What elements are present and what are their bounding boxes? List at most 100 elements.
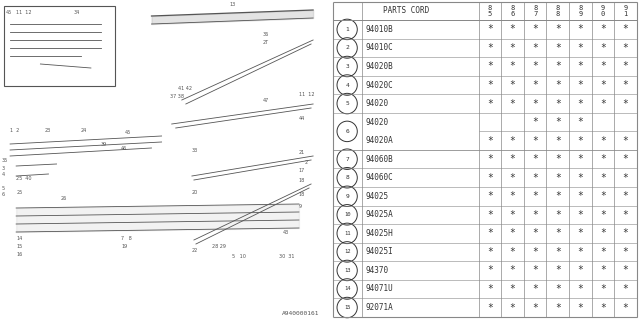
Text: *: *: [600, 191, 606, 201]
Text: 8
7: 8 7: [533, 5, 538, 17]
Text: *: *: [509, 136, 515, 146]
Text: *: *: [600, 61, 606, 71]
Text: *: *: [509, 173, 515, 183]
Text: *: *: [487, 191, 493, 201]
Text: 94370: 94370: [365, 266, 388, 275]
Text: 94025H: 94025H: [365, 229, 393, 238]
Text: *: *: [577, 24, 583, 35]
Text: *: *: [555, 136, 561, 146]
Text: 15: 15: [16, 244, 22, 249]
Text: 7   8: 7 8: [121, 236, 132, 241]
Text: *: *: [600, 99, 606, 108]
Text: 34: 34: [74, 10, 80, 15]
Text: *: *: [532, 43, 538, 53]
Text: 25: 25: [16, 190, 22, 195]
Text: 5: 5: [2, 186, 5, 191]
Text: 2: 2: [305, 160, 308, 165]
Text: 16: 16: [16, 252, 22, 257]
Text: *: *: [555, 191, 561, 201]
Text: *: *: [623, 154, 628, 164]
Text: *: *: [487, 210, 493, 220]
Text: *: *: [577, 154, 583, 164]
Text: 47: 47: [262, 98, 269, 103]
Text: 43: 43: [283, 230, 289, 235]
Text: *: *: [555, 302, 561, 313]
Text: 94010C: 94010C: [365, 44, 393, 52]
Text: 94071U: 94071U: [365, 284, 393, 293]
Text: *: *: [509, 154, 515, 164]
Text: *: *: [532, 247, 538, 257]
Text: *: *: [600, 24, 606, 35]
Text: 8: 8: [345, 175, 349, 180]
Text: 94025A: 94025A: [365, 210, 393, 219]
Text: 36: 36: [262, 32, 269, 37]
Text: *: *: [555, 284, 561, 294]
Text: *: *: [532, 80, 538, 90]
Text: *: *: [487, 136, 493, 146]
Text: 20: 20: [192, 190, 198, 195]
Text: *: *: [487, 61, 493, 71]
Text: 18: 18: [299, 178, 305, 183]
Text: *: *: [577, 266, 583, 276]
Text: *: *: [487, 302, 493, 313]
Text: *: *: [555, 173, 561, 183]
Text: *: *: [623, 284, 628, 294]
Text: *: *: [509, 210, 515, 220]
Text: 8
5: 8 5: [488, 5, 492, 17]
Text: *: *: [509, 99, 515, 108]
Text: 12: 12: [344, 249, 351, 254]
Text: 44: 44: [299, 116, 305, 121]
Text: 11: 11: [344, 231, 351, 236]
Text: 35: 35: [2, 158, 8, 163]
Text: 8
9: 8 9: [578, 5, 582, 17]
Text: *: *: [487, 99, 493, 108]
Text: 23: 23: [44, 128, 51, 133]
Text: *: *: [555, 266, 561, 276]
Text: 25  40: 25 40: [16, 176, 31, 181]
Text: *: *: [600, 210, 606, 220]
Text: *: *: [577, 61, 583, 71]
Text: 3: 3: [2, 166, 5, 171]
Text: 45: 45: [6, 10, 12, 15]
Text: *: *: [555, 210, 561, 220]
Text: 3: 3: [345, 64, 349, 69]
Text: 94020B: 94020B: [365, 62, 393, 71]
Text: *: *: [487, 43, 493, 53]
Text: *: *: [600, 284, 606, 294]
Text: *: *: [555, 24, 561, 35]
Text: *: *: [555, 99, 561, 108]
Text: *: *: [600, 302, 606, 313]
Text: 13: 13: [229, 2, 236, 7]
Text: *: *: [577, 80, 583, 90]
Text: *: *: [577, 117, 583, 127]
Text: 9: 9: [299, 204, 302, 209]
Text: *: *: [600, 173, 606, 183]
Text: *: *: [623, 80, 628, 90]
Text: *: *: [623, 302, 628, 313]
Text: *: *: [577, 99, 583, 108]
Text: 28 29: 28 29: [212, 244, 226, 249]
Text: 4: 4: [2, 172, 5, 177]
Text: *: *: [577, 284, 583, 294]
Text: *: *: [555, 247, 561, 257]
Text: *: *: [509, 266, 515, 276]
Text: 30  31: 30 31: [279, 254, 294, 259]
Text: 41 42: 41 42: [178, 86, 192, 91]
Text: 94020: 94020: [365, 99, 388, 108]
Text: 7: 7: [345, 157, 349, 162]
Text: *: *: [623, 136, 628, 146]
Text: 11  12: 11 12: [299, 92, 314, 97]
Text: 1: 1: [345, 27, 349, 32]
Text: 14: 14: [344, 286, 351, 292]
Text: *: *: [623, 24, 628, 35]
Text: *: *: [509, 228, 515, 238]
Text: 17: 17: [299, 168, 305, 173]
Text: *: *: [509, 80, 515, 90]
Text: 13: 13: [344, 268, 351, 273]
Text: *: *: [623, 191, 628, 201]
Text: *: *: [532, 284, 538, 294]
Text: *: *: [577, 191, 583, 201]
Text: 6: 6: [2, 192, 5, 197]
Text: 2: 2: [345, 45, 349, 51]
Text: *: *: [623, 266, 628, 276]
